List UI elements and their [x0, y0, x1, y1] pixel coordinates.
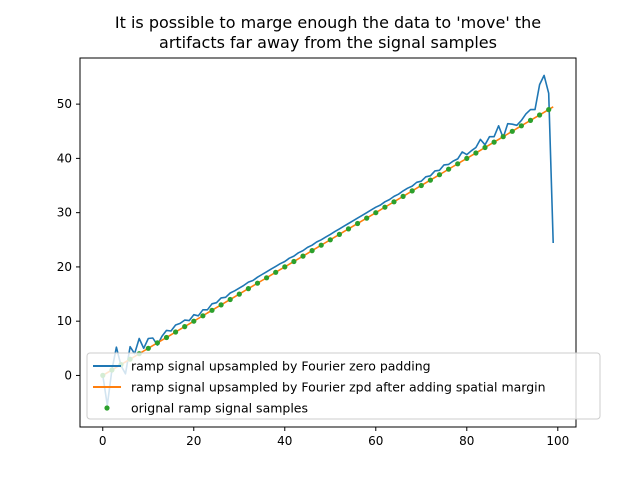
- y-tick-label: 0: [64, 368, 72, 382]
- x-tick-label: 0: [99, 434, 107, 448]
- data-point: [373, 210, 379, 216]
- data-point: [382, 204, 388, 210]
- y-tick-label: 40: [57, 151, 72, 165]
- data-point: [345, 226, 352, 232]
- data-point: [509, 128, 515, 134]
- data-point: [537, 112, 543, 118]
- legend-box: [86, 352, 601, 420]
- x-tick-label: 20: [186, 434, 201, 448]
- axes-frame: [79, 57, 577, 428]
- data-point: [209, 307, 215, 313]
- data-point: [264, 275, 270, 281]
- data-point: [527, 117, 534, 123]
- data-point: [173, 329, 179, 335]
- legend-label: ramp signal upsampled by Fourier zero pa…: [131, 359, 431, 374]
- data-point: [355, 220, 361, 227]
- data-point: [500, 134, 506, 140]
- y-axis: 0 10 20 30 40 50: [57, 97, 80, 382]
- x-axis: 0 20 40 60 80 100: [99, 427, 569, 448]
- data-point: [145, 345, 151, 351]
- data-point: [336, 231, 342, 237]
- data-point: [254, 280, 261, 286]
- data-point: [236, 291, 242, 297]
- data-point: [291, 258, 297, 265]
- chart-title-line: artifacts far away from the signal sampl…: [159, 33, 497, 52]
- y-tick-label: 50: [57, 97, 72, 111]
- data-point: [491, 139, 497, 145]
- data-point: [418, 182, 424, 189]
- y-tick-label: 30: [57, 206, 72, 220]
- data-point: [482, 144, 488, 151]
- y-tick-label: 10: [57, 314, 72, 328]
- data-point: [218, 302, 224, 308]
- data-point: [546, 107, 552, 113]
- legend: ramp signal upsampled by Fourier zero pa…: [86, 352, 601, 420]
- data-point: [318, 242, 324, 248]
- data-point: [273, 269, 279, 275]
- data-point: [163, 334, 170, 341]
- data-point: [464, 155, 470, 161]
- data-point: [300, 253, 306, 259]
- series-line-2: [102, 106, 554, 377]
- data-point: [227, 296, 233, 303]
- data-point: [473, 150, 479, 156]
- data-point: [245, 286, 251, 292]
- data-point: [391, 199, 397, 205]
- series-line-1: [102, 74, 554, 407]
- data-point: [182, 324, 188, 330]
- data-point: [200, 313, 206, 319]
- data-point: [400, 193, 406, 199]
- legend-label: ramp signal upsampled by Fourier zpd aft…: [131, 380, 546, 395]
- legend-marker-swatch: [104, 405, 110, 411]
- chart-title-line: It is possible to marge enough the data …: [115, 13, 541, 32]
- data-point: [154, 340, 160, 346]
- legend-label: orignal ramp signal samples: [131, 401, 308, 416]
- data-point: [436, 172, 443, 178]
- x-tick-label: 40: [277, 434, 292, 448]
- x-tick-label: 100: [546, 434, 569, 448]
- data-point: [282, 264, 288, 270]
- x-tick-label: 60: [368, 434, 383, 448]
- data-point: [191, 318, 197, 324]
- data-point: [446, 166, 452, 172]
- data-point: [309, 248, 315, 254]
- data-point: [364, 215, 370, 221]
- plot-area: [100, 74, 554, 407]
- data-point: [518, 123, 525, 129]
- data-point: [327, 237, 333, 243]
- axes-border: [79, 57, 577, 428]
- y-tick-label: 20: [57, 260, 72, 274]
- data-point: [455, 161, 461, 167]
- data-point: [427, 177, 433, 183]
- chart-title: It is possible to marge enough the data …: [115, 13, 541, 52]
- data-point: [409, 188, 415, 194]
- x-tick-label: 80: [459, 434, 474, 448]
